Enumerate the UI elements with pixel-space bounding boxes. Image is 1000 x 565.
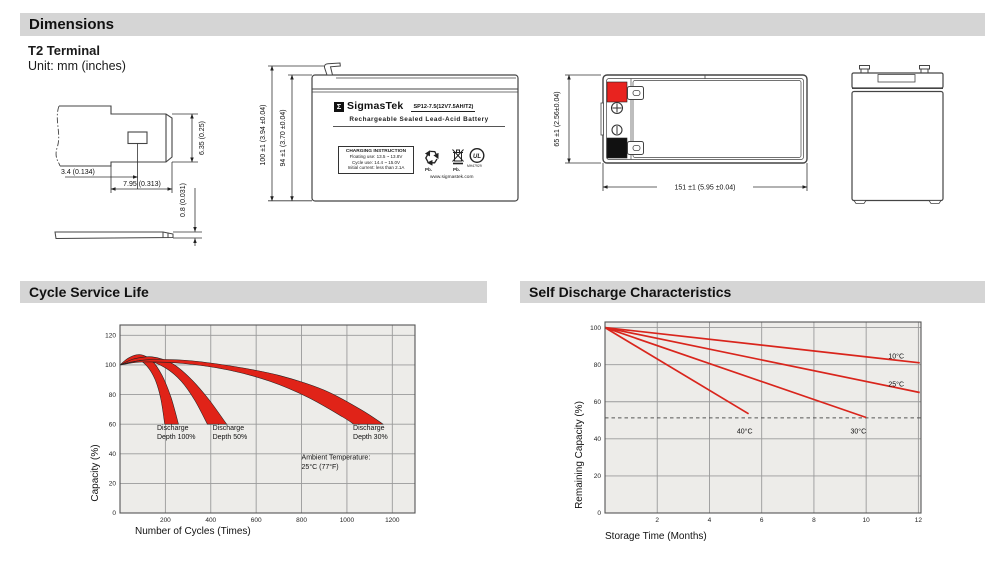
charging-line-1: Floating use: 13.5 ~ 13.8V <box>349 154 403 159</box>
svg-text:Discharge: Discharge <box>157 425 189 432</box>
self-discharge-header: Self Discharge Characteristics <box>520 281 985 303</box>
terminal-detail-drawing: 3.4 (0.134) 7.95 (0.313) 6.35 (0.25) 0.8… <box>54 105 206 246</box>
top-view-dim-lines <box>565 74 808 191</box>
svg-text:Storage Time (Months): Storage Time (Months) <box>605 531 707 542</box>
self-discharge-title: Self Discharge Characteristics <box>529 284 732 300</box>
svg-text:60: 60 <box>109 421 117 428</box>
svg-text:UL: UL <box>473 154 481 160</box>
svg-text:60: 60 <box>594 399 602 406</box>
svg-text:800: 800 <box>296 517 307 524</box>
self-discharge-chart: 10°C 25°C 30°C 40°C 0 20 40 60 80 100 2 4 6 8 10 12 Stor… <box>574 321 923 542</box>
unit-note: Unit: mm (inches) <box>28 59 126 73</box>
dimensions-section-header: Dimensions <box>20 13 985 36</box>
dim-depth: 65 ±1 (2.56±0.04) <box>554 91 561 146</box>
svg-text:25°C: 25°C <box>888 380 904 388</box>
front-terminal-tab <box>323 62 341 76</box>
svg-text:30°C: 30°C <box>851 428 867 436</box>
svg-text:12: 12 <box>915 517 923 524</box>
ul-icon: UL <box>469 147 485 164</box>
brand-row: Σ SigmasTek SP12-7.5(12V7.5AH/T2) <box>334 101 506 112</box>
dim-hole-offset: 3.4 (0.134) <box>61 169 95 176</box>
dim-height-case: 94 ±1 (3.70 ±0.04) <box>280 109 287 166</box>
terminal-outline <box>55 105 173 167</box>
ul-file-number: MH47929 <box>467 164 482 168</box>
svg-text:Number of Cycles (Times): Number of Cycles (Times) <box>135 526 251 537</box>
svg-text:Discharge: Discharge <box>213 425 245 432</box>
terminal-plate <box>54 231 174 240</box>
svg-text:0: 0 <box>112 510 116 517</box>
positive-faston-tab <box>627 86 644 100</box>
svg-text:Depth 100%: Depth 100% <box>157 434 196 441</box>
svg-text:40: 40 <box>109 451 117 458</box>
svg-text:40°C: 40°C <box>737 428 753 436</box>
dim-tab-width: 6.35 (0.25) <box>199 121 206 155</box>
front-dim-lines <box>268 65 324 202</box>
svg-text:Depth 30%: Depth 30% <box>353 434 388 441</box>
battery-case <box>311 62 519 202</box>
svg-text:8: 8 <box>812 517 816 524</box>
svg-text:20: 20 <box>109 481 117 488</box>
battery-front-view-drawing: 100 ±1 (3.94 ±0.04) 94 ±1 (3.70 ±0.04) <box>260 62 519 202</box>
svg-text:6: 6 <box>760 517 764 524</box>
cycle-service-life-chart: Discharge Depth 100% Discharge Depth 50% Dis… <box>90 324 416 537</box>
svg-text:400: 400 <box>205 517 216 524</box>
dim-thickness: 0.8 (0.031) <box>180 183 187 217</box>
svg-text:1200: 1200 <box>385 517 400 524</box>
recycle-pb-label: Pb. <box>425 167 433 172</box>
cycle-service-life-title: Cycle Service Life <box>29 284 149 300</box>
dim-height-total: 100 ±1 (3.94 ±0.04) <box>260 104 267 165</box>
terminal-dim-lines <box>65 113 202 246</box>
svg-text:Capacity (%): Capacity (%) <box>90 444 101 501</box>
website-url: www.sigmastek.com <box>430 175 474 180</box>
svg-text:4: 4 <box>708 517 712 524</box>
brand-name: SigmasTek <box>347 100 404 112</box>
negative-terminal <box>606 137 644 159</box>
svg-text:Depth 50%: Depth 50% <box>213 434 248 441</box>
svg-text:1000: 1000 <box>340 517 355 524</box>
charging-instruction-box: CHARGING INSTRUCTION Floating use: 13.5 … <box>338 146 414 174</box>
recycle-icon <box>424 150 439 166</box>
svg-text:Ambient Temperature:: Ambient Temperature: <box>302 455 371 462</box>
negative-faston-tab <box>627 141 644 155</box>
svg-text:600: 600 <box>251 517 262 524</box>
cycle-service-life-header: Cycle Service Life <box>20 281 487 303</box>
svg-text:10°C: 10°C <box>888 353 904 361</box>
minus-symbol-icon <box>611 124 623 136</box>
svg-text:200: 200 <box>160 517 171 524</box>
weee-trash-icon <box>452 149 464 165</box>
svg-text:10: 10 <box>863 517 871 524</box>
dimensions-title: Dimensions <box>29 16 115 33</box>
product-description: Rechargeable Sealed Lead-Acid Battery <box>333 116 505 127</box>
svg-text:Remaining Capacity (%): Remaining Capacity (%) <box>574 401 585 509</box>
trash-pb-label: Pb. <box>453 167 461 172</box>
terminal-type-label: T2 Terminal <box>28 43 101 58</box>
svg-text:40: 40 <box>594 436 602 443</box>
polarity-symbols <box>610 101 624 136</box>
svg-text:100: 100 <box>590 325 601 332</box>
plus-symbol-icon <box>610 101 624 115</box>
svg-text:100: 100 <box>105 362 116 369</box>
charging-line-3: Initial current: less than 2.1A <box>347 165 405 171</box>
model-number: SP12-7.5(12V7.5AH/T2) <box>411 104 476 112</box>
battery-top-view-drawing: 65 ±1 (2.56±0.04) 151 ±1 (5.95 ±0.04) <box>554 74 808 192</box>
svg-text:80: 80 <box>109 392 117 399</box>
battery-label: Σ SigmasTek SP12-7.5(12V7.5AH/T2) Rechar… <box>330 98 508 190</box>
svg-text:120: 120 <box>105 333 116 340</box>
dim-tab-length: 7.95 (0.313) <box>123 181 161 188</box>
top-view-case <box>600 74 808 164</box>
charging-line-2: Cycle use: 14.4 ~ 15.0V <box>352 159 400 165</box>
svg-text:20: 20 <box>594 473 602 480</box>
battery-side-view-drawing <box>851 65 944 204</box>
sigmastek-logo: Σ <box>334 102 344 112</box>
side-view-case <box>851 65 944 204</box>
charging-title: CHARGING INSTRUCTION <box>345 149 407 154</box>
svg-text:Discharge: Discharge <box>353 425 385 432</box>
svg-text:25°C (77°F): 25°C (77°F) <box>302 463 339 471</box>
svg-text:0: 0 <box>597 510 601 517</box>
svg-text:2: 2 <box>655 517 659 524</box>
dim-length: 151 ±1 (5.95 ±0.04) <box>674 185 735 192</box>
svg-text:80: 80 <box>594 362 602 369</box>
